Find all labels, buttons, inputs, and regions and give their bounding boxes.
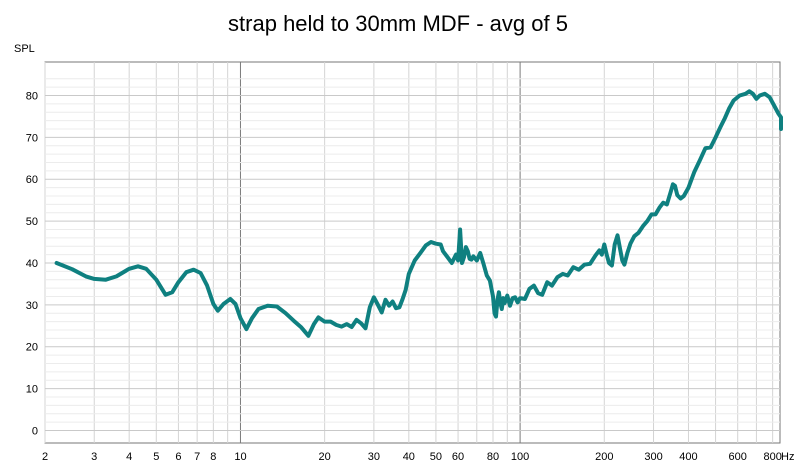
y-axis-label: SPL bbox=[14, 43, 35, 55]
x-tick-label: 400 bbox=[679, 451, 697, 463]
chart-title: strap held to 30mm MDF - avg of 5 bbox=[228, 11, 568, 36]
y-tick-label: 80 bbox=[26, 90, 38, 102]
x-tick-label: 8 bbox=[210, 451, 216, 463]
x-tick-label: 20 bbox=[319, 451, 331, 463]
x-tick-label: 7 bbox=[194, 451, 200, 463]
y-tick-label: 0 bbox=[32, 425, 38, 437]
x-tick-label: 60 bbox=[452, 451, 464, 463]
y-tick-label: 40 bbox=[26, 258, 38, 270]
y-tick-label: 10 bbox=[26, 384, 38, 396]
series-layer bbox=[54, 89, 783, 338]
x-tick-label: 2 bbox=[42, 451, 48, 463]
x-tick-label: 3 bbox=[91, 451, 97, 463]
y-tick-label: 20 bbox=[26, 342, 38, 354]
series-line bbox=[54, 89, 783, 338]
x-tick-label: 80 bbox=[487, 451, 499, 463]
y-tick-label: 70 bbox=[26, 132, 38, 144]
x-tick-label: 5 bbox=[153, 451, 159, 463]
x-tick-label: 50 bbox=[430, 451, 442, 463]
x-tick-label: 300 bbox=[644, 451, 662, 463]
x-tick-label: 200 bbox=[595, 451, 613, 463]
x-tick-label: 800 bbox=[763, 451, 781, 463]
plot-area bbox=[44, 61, 781, 444]
x-tick-label: 600 bbox=[729, 451, 747, 463]
x-axis-ticks: 2 3 4 5 6 7 8 10 20 30 40 50 60 80 100 200 300 400 600 800 bbox=[42, 451, 782, 463]
x-tick-label: 30 bbox=[368, 451, 380, 463]
y-axis-ticks: 0 10 20 30 40 50 60 70 80 bbox=[26, 90, 38, 437]
x-tick-label: 100 bbox=[511, 451, 529, 463]
x-axis-unit-label: Hz bbox=[781, 451, 794, 463]
x-tick-label: 4 bbox=[126, 451, 132, 463]
grid bbox=[44, 62, 780, 443]
x-tick-label: 10 bbox=[234, 451, 246, 463]
y-tick-label: 60 bbox=[26, 174, 38, 186]
x-tick-label: 40 bbox=[403, 451, 415, 463]
y-tick-label: 30 bbox=[26, 300, 38, 312]
y-tick-label: 50 bbox=[26, 216, 38, 228]
x-tick-label: 6 bbox=[175, 451, 181, 463]
